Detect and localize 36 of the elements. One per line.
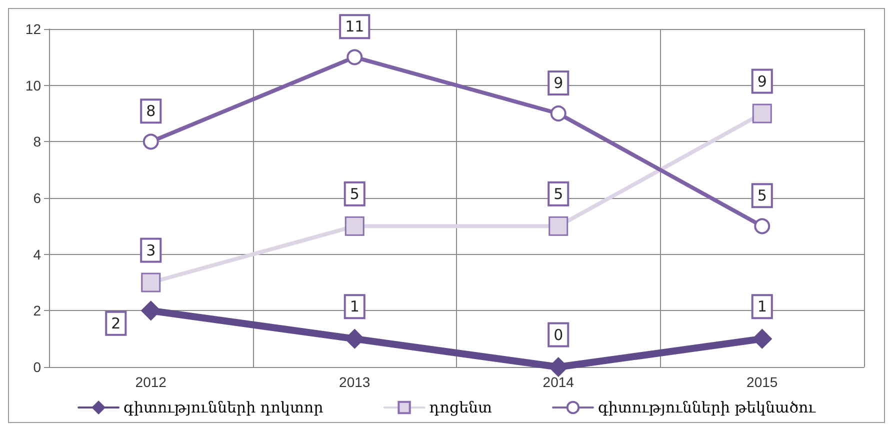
- point: [344, 216, 364, 236]
- data-label: 11: [345, 18, 364, 36]
- point: [754, 218, 770, 234]
- y-tick-label: 2: [33, 302, 42, 319]
- data-label: 3: [146, 241, 156, 260]
- y-tick-label: 10: [25, 77, 42, 94]
- y-tick-label: 8: [33, 134, 42, 150]
- y-tick-label: 0: [33, 359, 42, 375]
- y-tick-label: 4: [33, 246, 42, 262]
- point: [141, 300, 161, 320]
- data-label: 5: [554, 184, 564, 203]
- data-label: 5: [757, 186, 767, 205]
- data-label: 1: [350, 298, 360, 316]
- x-tick-label: 2012: [135, 374, 167, 390]
- y-tick-label: 12: [25, 21, 42, 37]
- data-label: 1: [757, 298, 767, 316]
- point: [752, 104, 772, 124]
- data-label: 9: [757, 72, 767, 90]
- data-label: 0: [554, 326, 564, 344]
- point: [141, 272, 161, 292]
- legend-label: գիտությունների թեկնածու: [598, 398, 816, 416]
- x-tick-label: 2015: [746, 374, 778, 390]
- point: [548, 216, 568, 236]
- x-tick-label: 2014: [542, 374, 574, 390]
- data-label: 2: [111, 314, 121, 332]
- legend-label: դոցենտ: [429, 398, 492, 416]
- point: [344, 329, 364, 349]
- legend-label: գիտությունների դոկտոր: [124, 398, 324, 416]
- point: [550, 106, 566, 122]
- point: [142, 134, 159, 150]
- data-label: 5: [350, 184, 360, 203]
- point: [346, 49, 363, 66]
- data-label: 9: [554, 74, 564, 92]
- y-tick-label: 6: [33, 190, 42, 206]
- data-label: 8: [146, 102, 156, 120]
- x-tick-label: 2013: [339, 374, 370, 390]
